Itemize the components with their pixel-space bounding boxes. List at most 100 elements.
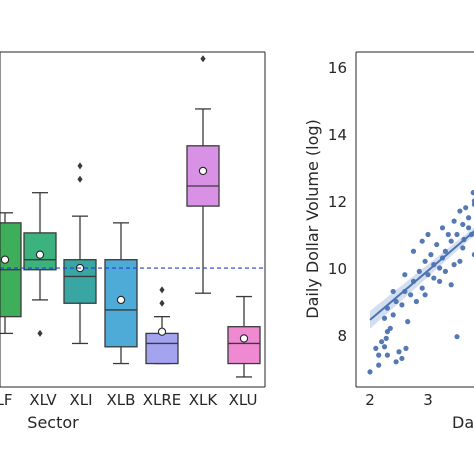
mean-marker-XLRE (157, 327, 167, 336)
scatter-point (403, 345, 409, 351)
scatter-point (442, 248, 448, 254)
outlier-point (37, 329, 43, 337)
box-plot-x-tick-labels: LF XLV XLI XLB XLRE XLK XLU (0, 391, 257, 409)
box-plot-panel: LF XLV XLI XLB XLRE XLK XLU Sector (0, 51, 266, 432)
scatter-point (387, 325, 393, 331)
scatter-point (466, 215, 472, 221)
scatter-point (468, 231, 474, 238)
scatter-point (422, 258, 428, 264)
scatter-point (466, 225, 472, 231)
scatter-point (405, 319, 411, 325)
scatter-point (376, 352, 382, 358)
box-XLU (227, 295, 261, 378)
scatter-point (399, 302, 405, 308)
scatter-marks (367, 190, 474, 375)
scatter-point (448, 238, 454, 244)
outlier-point (159, 286, 165, 294)
outlier-point (77, 175, 83, 183)
scatter-point (393, 359, 399, 365)
y-tick-label-10: 10 (328, 260, 347, 278)
scatter-point (451, 218, 457, 224)
scatter-point (402, 288, 408, 295)
scatter-point (437, 265, 443, 271)
scatter-point (416, 268, 422, 274)
scatter-point (461, 236, 467, 243)
scatter-point (457, 258, 463, 264)
mean-marker-XLF (0, 255, 10, 264)
scatter-point (390, 288, 396, 295)
scatter-point (439, 225, 446, 231)
scatter-point (393, 298, 399, 305)
scatter-x-axis-label: Da (452, 413, 474, 432)
box-body (145, 332, 179, 365)
scatter-point (439, 255, 446, 261)
scatter-point (384, 329, 390, 335)
scatter-point (471, 198, 474, 204)
box-XLB (104, 222, 138, 365)
scatter-point (460, 221, 466, 228)
scatter-point (381, 315, 388, 321)
scatter-point (399, 355, 405, 362)
scatter-point (396, 349, 402, 355)
box-body (186, 145, 220, 207)
scatter-point (376, 362, 382, 368)
mean-marker-XLK (198, 166, 208, 176)
scatter-y-tick-labels: 8 10 12 14 16 (328, 59, 347, 345)
outlier-point (159, 299, 165, 307)
scatter-point (445, 231, 451, 238)
scatter-point (408, 292, 414, 298)
outlier-point (200, 55, 206, 63)
box-plot-marks (0, 55, 265, 378)
box-XLF (0, 212, 22, 335)
scatter-y-axis-label: Daily Dollar Volume (log) (303, 119, 322, 319)
scatter-point (410, 248, 417, 254)
scatter-point (390, 312, 396, 318)
y-tick-label-16: 16 (328, 59, 347, 77)
scatter-point (373, 345, 379, 351)
scatter-point (419, 285, 425, 291)
box-plot-x-axis-label: Sector (27, 413, 79, 432)
box-XLRE (145, 286, 179, 365)
outlier-point (77, 162, 83, 170)
box-XLI (63, 162, 97, 345)
x-tick-label-XLB: XLB (107, 391, 136, 409)
mean-marker-XLB (116, 295, 126, 305)
scatter-point (454, 334, 460, 340)
scatter-point (367, 369, 373, 375)
scatter-point (442, 268, 448, 274)
scatter-point (460, 245, 466, 251)
y-tick-label-12: 12 (328, 193, 347, 211)
y-tick-label-8: 8 (337, 327, 347, 345)
scatter-point (454, 231, 460, 238)
scatter-point (425, 231, 431, 238)
scatter-point (425, 272, 431, 278)
scatter-point (384, 305, 390, 311)
scatter-point (471, 252, 474, 258)
scatter-point (413, 298, 419, 305)
scatter-point (410, 278, 417, 284)
x-tick-label-XLRE: XLRE (143, 391, 182, 409)
scatter-point (434, 241, 440, 248)
mean-marker-XLU (239, 334, 249, 343)
x-tick-label-XLV: XLV (29, 391, 57, 409)
box-XLV (23, 192, 57, 337)
scatter-point (437, 278, 443, 284)
scatter-point (422, 292, 428, 298)
scatter-point (383, 335, 389, 341)
x-tick-label-3: 3 (423, 391, 433, 409)
scatter-point (463, 205, 469, 211)
x-tick-label-XLF: LF (0, 391, 13, 409)
box-body (227, 326, 261, 365)
scatter-point (457, 208, 463, 214)
x-tick-label-XLI: XLI (69, 391, 92, 409)
box-XLK (186, 55, 220, 294)
scatter-point (431, 275, 437, 281)
scatter-point (381, 344, 388, 350)
scatter-point (448, 282, 454, 288)
y-tick-label-14: 14 (328, 126, 347, 144)
mean-marker-XLV (35, 250, 45, 259)
scatter-point (379, 339, 385, 345)
